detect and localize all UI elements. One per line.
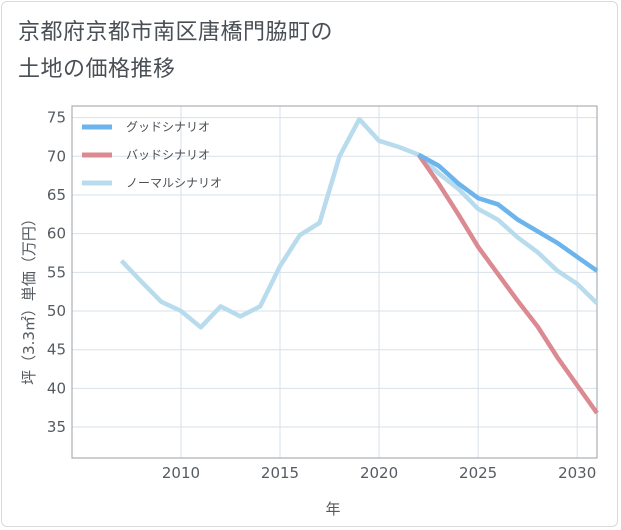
legend-label: ノーマルシナリオ [126,176,222,190]
x-tick-label: 2020 [360,464,398,482]
series-line [416,153,599,415]
y-tick-label: 50 [47,302,66,320]
x-tick-label: 2010 [162,464,200,482]
x-axis-label: 年 [325,500,340,518]
y-axis-label: 坪（3.3㎡）単価（万円） [20,211,38,385]
series-lines [119,116,599,415]
tick-labels: 35 40 45 50 55 60 65 70 75 2010 2015 2020 2025 2030 [47,109,596,482]
series-line [119,116,599,330]
x-tick-label: 2015 [261,464,299,482]
y-tick-label: 45 [47,341,66,359]
y-tick-label: 55 [47,263,66,281]
series-line [417,152,599,273]
y-tick-label: 35 [47,418,66,436]
chart-title: 京都府京都市南区唐橋門脇町の 土地の価格推移 [18,20,334,82]
y-tick-label: 65 [47,186,66,204]
y-tick-label: 75 [47,109,66,127]
x-tick-label: 2025 [459,464,497,482]
legend-label: グッドシナリオ [126,120,210,134]
grid-lines [72,106,597,458]
legend-label: バッドシナリオ [126,148,210,162]
y-tick-label: 40 [47,379,66,397]
x-tick-label: 2030 [558,464,596,482]
plot-frame [71,105,598,459]
y-tick-label: 70 [47,147,66,165]
y-tick-label: 60 [47,225,66,243]
